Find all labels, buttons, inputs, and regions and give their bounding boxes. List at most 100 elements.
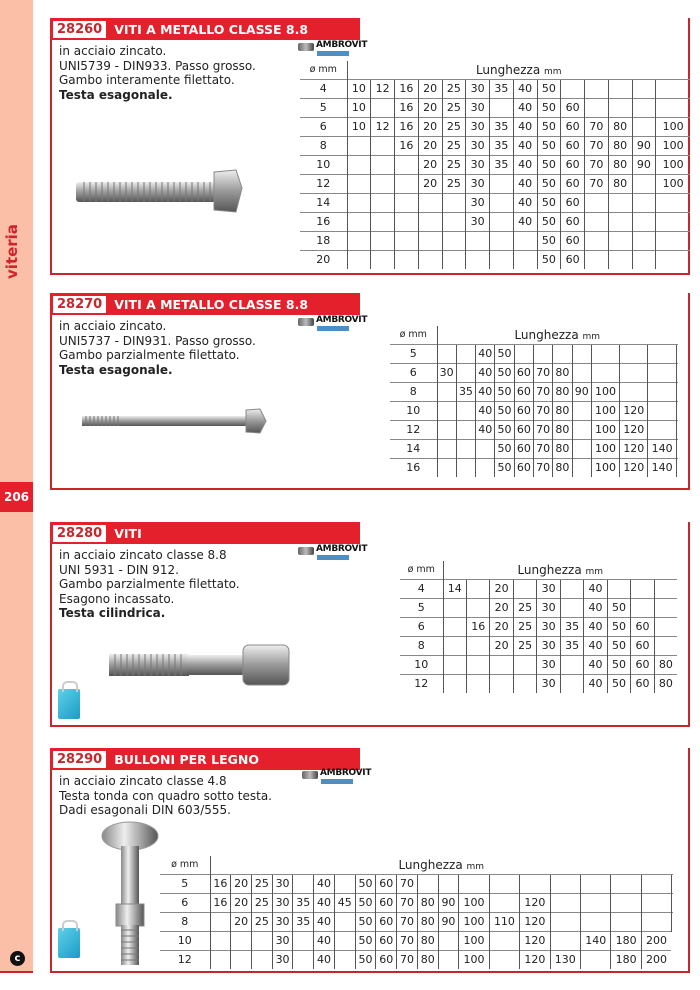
table-row: 6 10 12 16 20 25 30 35 40 50 60 70 80 100 bbox=[300, 116, 690, 136]
length-cell bbox=[442, 635, 467, 655]
length-header: Lunghezza mm bbox=[209, 856, 672, 874]
length-cell: 60 bbox=[560, 230, 585, 250]
length-cell: 50 bbox=[354, 892, 376, 912]
length-cell bbox=[607, 249, 632, 269]
length-cell bbox=[437, 873, 459, 893]
desc-line: in acciaio zincato classe 8.8 bbox=[59, 548, 227, 562]
length-cell: 40 bbox=[475, 419, 495, 439]
length-cell: 30 bbox=[536, 673, 561, 693]
length-cell bbox=[436, 457, 457, 477]
section-header: 28270 VITI A METALLO CLASSE 8.8 bbox=[50, 293, 360, 315]
table-row: 10 30 40 50 60 80 bbox=[400, 654, 677, 674]
length-cell: 40 bbox=[475, 381, 495, 401]
diameter-cell: 18 bbox=[300, 230, 347, 250]
length-cell bbox=[607, 230, 632, 250]
length-cell bbox=[346, 173, 371, 193]
length-cell bbox=[640, 911, 672, 931]
length-cell: 50 bbox=[354, 949, 376, 969]
length-cell bbox=[346, 192, 371, 212]
diameter-cell: 4 bbox=[400, 578, 443, 598]
table-row: 6 16 20 25 30 35 40 45 50 60 70 80 90 100 120 bbox=[160, 892, 672, 912]
length-cell: 35 bbox=[489, 135, 514, 155]
length-cell bbox=[489, 211, 514, 231]
length-cell bbox=[436, 419, 457, 439]
length-cell: 50 bbox=[536, 135, 561, 155]
length-cell: 30 bbox=[536, 616, 561, 636]
length-cell bbox=[346, 211, 371, 231]
length-cell: 35 bbox=[559, 635, 584, 655]
length-cell: 40 bbox=[313, 911, 335, 931]
product-title: VITI A METALLO CLASSE 8.8 bbox=[114, 296, 309, 312]
section-header: 28290 BULLONI PER LEGNO bbox=[50, 748, 360, 770]
product-title: BULLONI PER LEGNO bbox=[114, 751, 260, 767]
size-table-28280: ø mm Lunghezza mm 4 14 20 30 40 5 20 25 30 40 50 6 16 2… bbox=[400, 561, 677, 693]
length-cell: 50 bbox=[494, 457, 515, 477]
length-cell: 70 bbox=[396, 949, 418, 969]
table-row: 12 40 50 60 70 80 100 120 bbox=[390, 419, 677, 439]
length-cell bbox=[455, 438, 476, 458]
length-cell: 70 bbox=[396, 930, 418, 950]
length-cell: 100 bbox=[655, 173, 690, 193]
table-row: 12 20 25 30 40 50 60 70 80 100 bbox=[300, 173, 690, 193]
desc-line: Testa tonda con quadro sotto testa. bbox=[59, 788, 272, 803]
length-cell: 70 bbox=[532, 419, 553, 439]
length-cell bbox=[655, 78, 690, 98]
length-cell bbox=[675, 438, 677, 458]
size-table-28290: ø mm Lunghezza mm 5 16 20 25 30 40 50 60 70 6 16 20 25… bbox=[160, 856, 672, 969]
product-section-28260: 28260 VITI A METALLO CLASSE 8.8 in acciai… bbox=[50, 18, 690, 275]
length-cell: 50 bbox=[606, 635, 631, 655]
length-cell bbox=[584, 230, 609, 250]
diameter-cell: 5 bbox=[390, 343, 437, 363]
length-cell: 50 bbox=[494, 381, 515, 401]
length-cell bbox=[607, 97, 632, 117]
length-cell bbox=[579, 911, 611, 931]
length-header: Lunghezza mm bbox=[436, 326, 677, 344]
length-cell: 80 bbox=[552, 400, 573, 420]
length-cell: 80 bbox=[416, 949, 439, 969]
length-cell: 16 bbox=[394, 116, 419, 136]
length-cell bbox=[647, 381, 677, 401]
length-cell: 20 bbox=[417, 173, 442, 193]
table-row: 20 50 60 bbox=[300, 249, 690, 269]
diameter-cell: 14 bbox=[390, 438, 437, 458]
length-cell: 80 bbox=[653, 654, 677, 674]
length-cell: 120 bbox=[619, 457, 648, 477]
length-cell: 25 bbox=[512, 597, 537, 617]
length-cell: 200 bbox=[640, 949, 672, 969]
diameter-cell: 10 bbox=[390, 400, 437, 420]
length-cell: 20 bbox=[417, 116, 442, 136]
product-code: 28270 bbox=[53, 295, 107, 313]
length-cell: 40 bbox=[512, 97, 537, 117]
diameter-cell: 12 bbox=[160, 949, 210, 969]
length-cell: 60 bbox=[513, 362, 534, 382]
length-cell: 70 bbox=[532, 438, 553, 458]
length-cell: 16 bbox=[394, 78, 419, 98]
length-cell bbox=[560, 78, 585, 98]
diameter-cell: 10 bbox=[400, 654, 443, 674]
length-cell: 20 bbox=[417, 78, 442, 98]
length-cell bbox=[230, 930, 252, 950]
length-cell bbox=[436, 343, 457, 363]
length-cell: 25 bbox=[512, 616, 537, 636]
length-cell: 70 bbox=[396, 892, 418, 912]
length-cell: 100 bbox=[590, 419, 620, 439]
length-cell bbox=[489, 192, 514, 212]
length-cell: 90 bbox=[437, 892, 459, 912]
length-cell bbox=[370, 230, 395, 250]
length-cell: 20 bbox=[230, 892, 252, 912]
length-cell bbox=[436, 381, 457, 401]
length-cell bbox=[579, 892, 611, 912]
length-cell: 110 bbox=[488, 911, 520, 931]
length-cell: 40 bbox=[512, 135, 537, 155]
length-cell: 35 bbox=[489, 154, 514, 174]
length-cell bbox=[571, 457, 592, 477]
length-cell: 20 bbox=[489, 616, 514, 636]
table-row: 14 30 40 50 60 bbox=[300, 192, 690, 212]
socket-cap-screw-image bbox=[109, 644, 290, 686]
length-cell: 50 bbox=[354, 873, 376, 893]
length-cell: 50 bbox=[536, 192, 561, 212]
table-row: 8 16 20 25 30 35 40 50 60 70 80 90 100 bbox=[300, 135, 690, 155]
length-cell bbox=[489, 230, 514, 250]
desc-bold: Testa esagonale. bbox=[59, 362, 173, 377]
length-cell bbox=[631, 211, 656, 231]
